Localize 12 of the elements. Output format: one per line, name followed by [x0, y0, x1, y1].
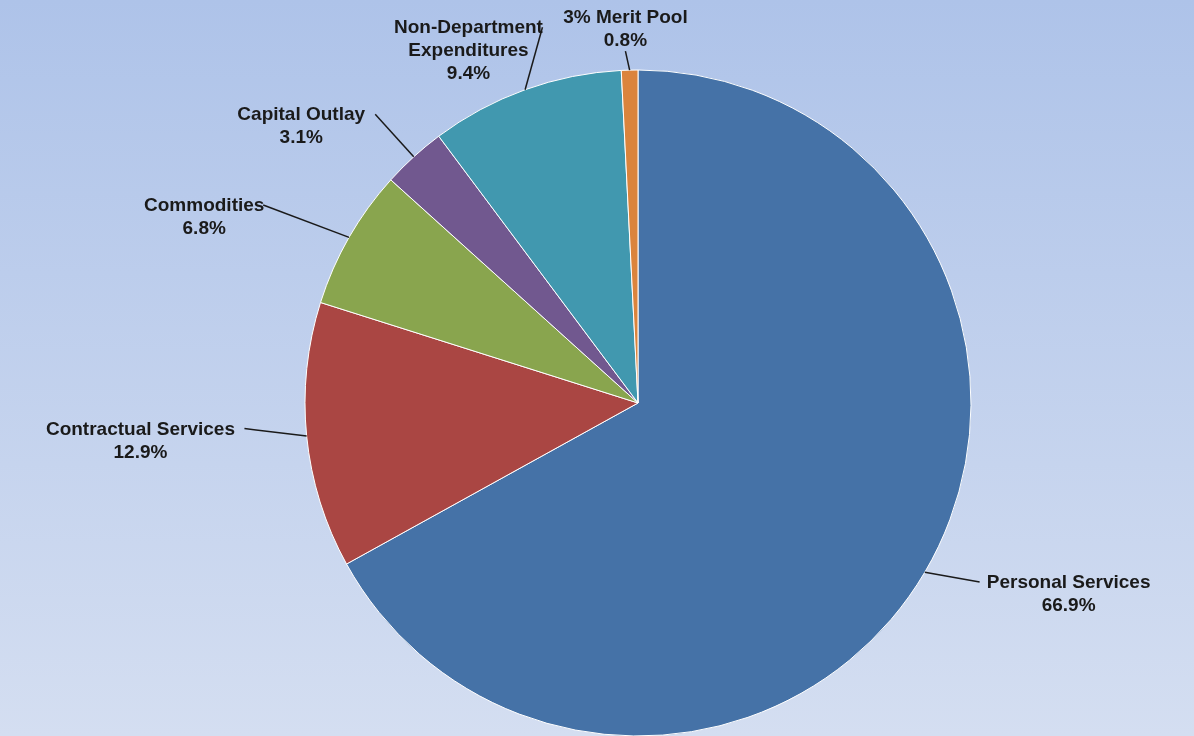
- data-label: 9.4%: [446, 62, 491, 84]
- data-label: 0.8%: [603, 28, 648, 50]
- slice-label: Commodities: [144, 194, 265, 216]
- data-label: 66.9%: [1041, 594, 1096, 616]
- slice-label: Non-Department Expenditures: [394, 16, 544, 61]
- slice-label: Contractual Services: [45, 417, 235, 439]
- slice-label: 3% Merit Pool: [563, 5, 688, 27]
- slice-label: Capital Outlay: [237, 103, 366, 125]
- data-label: 12.9%: [113, 440, 168, 462]
- slice-label: Personal Services: [986, 571, 1151, 593]
- data-label: 6.8%: [182, 217, 226, 239]
- data-label: 3.1%: [279, 126, 323, 148]
